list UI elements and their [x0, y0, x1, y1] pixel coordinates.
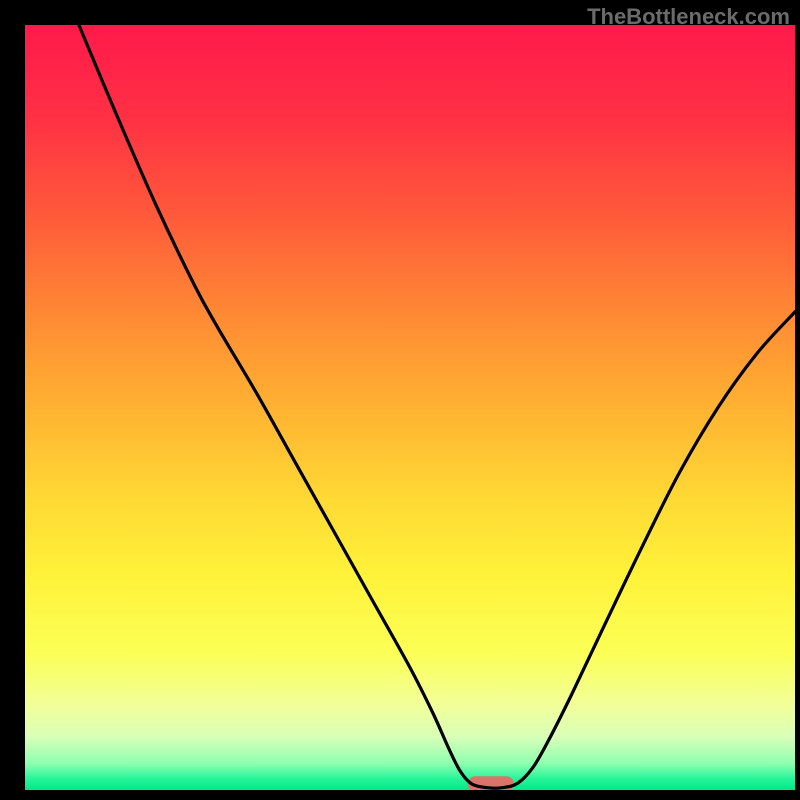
chart-container: TheBottleneck.com — [0, 0, 800, 800]
chart-svg — [25, 25, 795, 790]
watermark-text: TheBottleneck.com — [587, 4, 790, 30]
gradient-background — [25, 25, 795, 790]
plot-area — [25, 25, 795, 790]
